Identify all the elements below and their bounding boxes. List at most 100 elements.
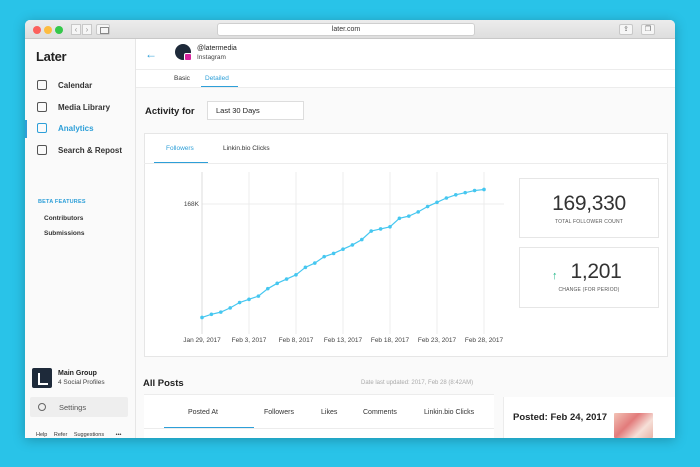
url-bar[interactable]: later.com bbox=[217, 23, 475, 36]
total-follower-label: TOTAL FOLLOWER COUNT bbox=[554, 219, 624, 225]
data-point bbox=[313, 261, 317, 265]
data-point bbox=[341, 247, 345, 251]
x-tick-label: Feb 28, 2017 bbox=[465, 337, 504, 344]
data-point bbox=[294, 273, 298, 277]
help-link[interactable]: Help bbox=[36, 432, 48, 438]
change-card: ↑ 1,201 CHANGE (FOR PERIOD) bbox=[519, 247, 659, 308]
chart-card bbox=[144, 133, 668, 357]
sidebar-toggle-icon[interactable] bbox=[96, 24, 110, 35]
tabs-icon[interactable]: ❐ bbox=[641, 24, 655, 35]
data-point bbox=[256, 294, 261, 298]
column-linkin-bio-clicks[interactable]: Linkin.bio Clicks bbox=[424, 409, 475, 416]
data-point bbox=[378, 227, 383, 231]
x-tick-label: Feb 13, 2017 bbox=[324, 337, 363, 344]
media-library-icon bbox=[37, 102, 47, 112]
share-icon[interactable]: ⇪ bbox=[619, 24, 633, 35]
all-posts-title: All Posts bbox=[143, 378, 184, 389]
sidebar-item-media-library[interactable]: Media Library bbox=[25, 99, 136, 117]
post-thumbnail[interactable] bbox=[614, 413, 653, 438]
zoom-window-button[interactable] bbox=[55, 26, 63, 34]
chart-tabs-divider bbox=[144, 163, 668, 164]
data-point bbox=[322, 254, 326, 259]
tabs-divider bbox=[136, 87, 675, 88]
sidebar-item-label: Analytics bbox=[58, 124, 94, 133]
data-point bbox=[472, 188, 477, 193]
data-point bbox=[369, 229, 373, 233]
sidebar-item-contributors[interactable]: Contributors bbox=[44, 215, 84, 222]
minimize-window-button[interactable] bbox=[44, 26, 52, 34]
group-subtitle: 4 Social Profiles bbox=[58, 379, 105, 386]
data-point bbox=[425, 204, 430, 209]
total-follower-card: 169,330 TOTAL FOLLOWER COUNT bbox=[519, 178, 659, 238]
forward-nav-icon[interactable]: › bbox=[82, 24, 92, 35]
last-updated-text: Date last updated: 2017, Feb 28 (8:42AM) bbox=[361, 380, 474, 386]
posted-date: Posted: Feb 24, 2017 bbox=[513, 412, 607, 423]
tab-detailed[interactable]: Detailed bbox=[205, 75, 229, 82]
refer-link[interactable]: Refer bbox=[53, 432, 68, 438]
tab-linkin-bio-clicks[interactable]: Linkin.bio Clicks bbox=[223, 145, 270, 152]
tab-followers[interactable]: Followers bbox=[166, 145, 194, 152]
x-tick-label: Feb 8, 2017 bbox=[279, 337, 314, 344]
calendar-icon bbox=[37, 80, 47, 90]
data-point bbox=[388, 225, 392, 229]
x-tick-label: Jan 29, 2017 bbox=[183, 337, 221, 344]
data-point bbox=[397, 216, 402, 221]
data-point bbox=[237, 300, 242, 305]
column-likes[interactable]: Likes bbox=[321, 409, 338, 416]
x-tick-label: Feb 23, 2017 bbox=[418, 337, 457, 344]
posts-table bbox=[144, 394, 494, 438]
browser-window: ‹ › later.com ⇪ ❐ Later Calendar Media L… bbox=[25, 20, 675, 438]
profile-name: @latermedia bbox=[197, 45, 237, 52]
total-follower-value: 169,330 bbox=[552, 192, 626, 215]
data-point bbox=[444, 196, 449, 200]
sidebar-item-calendar[interactable]: Calendar bbox=[25, 77, 136, 95]
sidebar-item-label: Calendar bbox=[58, 81, 93, 90]
gear-icon bbox=[38, 403, 46, 411]
sidebar-item-analytics[interactable]: Analytics bbox=[25, 120, 136, 138]
later-logo[interactable]: Later bbox=[36, 49, 67, 64]
active-tab-indicator bbox=[201, 86, 238, 87]
data-point bbox=[247, 297, 251, 302]
analytics-icon bbox=[37, 123, 47, 133]
x-tick-label: Feb 3, 2017 bbox=[232, 337, 267, 344]
group-name: Main Group bbox=[58, 370, 97, 377]
data-point bbox=[360, 237, 364, 242]
sidebar-item-search-repost[interactable]: Search & Repost bbox=[25, 142, 136, 160]
column-followers[interactable]: Followers bbox=[264, 409, 294, 416]
tab-basic[interactable]: Basic bbox=[174, 75, 190, 82]
activity-label: Activity for bbox=[145, 106, 195, 117]
beta-features-heading: BETA FEATURES bbox=[38, 199, 86, 205]
data-point bbox=[350, 243, 355, 247]
instagram-icon bbox=[184, 53, 192, 61]
title-bar: ‹ › later.com ⇪ ❐ bbox=[25, 20, 675, 39]
data-point bbox=[200, 315, 204, 320]
more-icon[interactable]: ••• bbox=[115, 432, 122, 438]
close-window-button[interactable] bbox=[33, 26, 41, 34]
data-point bbox=[454, 193, 458, 197]
data-point bbox=[416, 210, 421, 214]
sidebar-item-submissions[interactable]: Submissions bbox=[44, 230, 85, 237]
data-point bbox=[209, 312, 214, 317]
data-point bbox=[407, 214, 411, 218]
search-repost-icon bbox=[37, 145, 47, 155]
date-range-select[interactable]: Last 30 Days bbox=[207, 101, 304, 120]
sidebar-item-label: Media Library bbox=[58, 103, 111, 112]
suggestions-link[interactable]: Suggestions bbox=[73, 432, 105, 438]
back-arrow-icon[interactable]: ← bbox=[145, 47, 157, 61]
footer-links: Help Refer Suggestions ••• bbox=[36, 432, 126, 438]
data-point bbox=[463, 190, 468, 195]
header-divider bbox=[136, 69, 675, 70]
group-avatar bbox=[32, 368, 52, 388]
column-comments[interactable]: Comments bbox=[363, 409, 397, 416]
back-nav-icon[interactable]: ‹ bbox=[71, 24, 81, 35]
followers-line-chart: Jan 29, 2017 Feb 3, 2017 Feb 8, 2017 Feb 13… bbox=[183, 172, 504, 344]
data-point bbox=[303, 265, 308, 270]
settings-button[interactable]: Settings bbox=[30, 397, 128, 417]
profile-network: Instagram bbox=[197, 54, 226, 61]
data-point bbox=[331, 251, 336, 256]
sidebar: Later Calendar Media Library Analytics S… bbox=[25, 39, 136, 438]
data-point bbox=[435, 200, 439, 205]
y-tick-label: 168K bbox=[184, 201, 200, 208]
column-posted-at[interactable]: Posted At bbox=[188, 409, 218, 416]
data-point bbox=[219, 310, 223, 314]
